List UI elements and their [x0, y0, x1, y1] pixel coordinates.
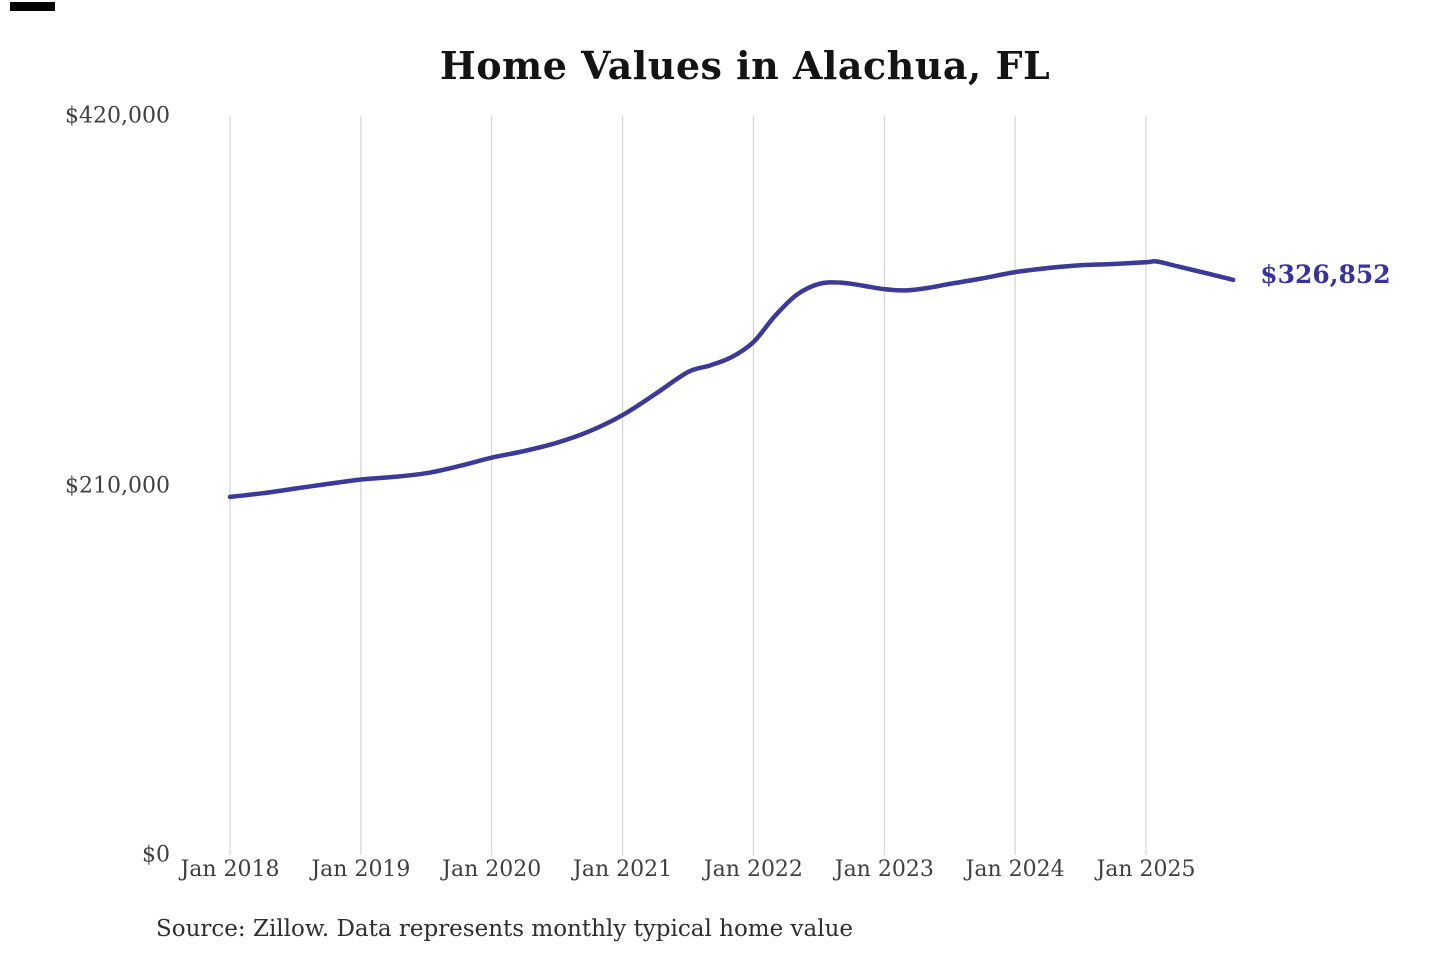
chart-title: Home Values in Alachua, FL — [439, 43, 1051, 88]
source-note: Source: Zillow. Data represents monthly … — [156, 916, 854, 942]
home-value-line — [227, 259, 1236, 500]
x-tick-label: Jan 2024 — [965, 857, 1065, 882]
x-tick-label: Jan 2023 — [834, 857, 934, 882]
latest-value-label: $326,852 — [1260, 259, 1391, 289]
x-tick-label: Jan 2021 — [573, 857, 673, 882]
x-tick-label: Jan 2019 — [311, 857, 411, 882]
x-tick-label: Jan 2022 — [703, 857, 803, 882]
x-tick-label: Jan 2025 — [1096, 857, 1196, 882]
x-tick-label: Jan 2018 — [180, 857, 280, 882]
corner-artifact — [10, 2, 55, 11]
y-tick-label: $210,000 — [65, 473, 170, 498]
y-tick-label: $0 — [142, 842, 170, 868]
y-tick-label: $420,000 — [65, 103, 170, 129]
x-tick-label: Jan 2020 — [442, 857, 542, 882]
gridline-group — [229, 116, 1147, 855]
